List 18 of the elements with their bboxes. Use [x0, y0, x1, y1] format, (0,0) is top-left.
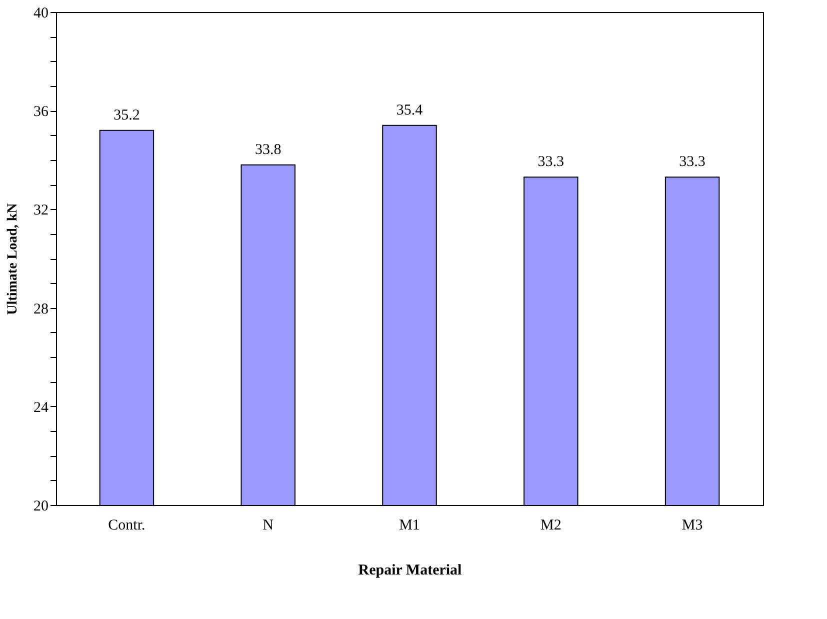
y-tick-label: 20	[34, 498, 48, 514]
y-tick-label: 36	[34, 104, 49, 120]
x-tick-label: N	[262, 518, 274, 534]
data-label: 35.4	[396, 102, 424, 118]
y-tick-label: 24	[34, 400, 49, 416]
y-tick-label: 32	[34, 202, 48, 219]
x-axis-title: Repair Material	[358, 562, 462, 578]
y-tick-label: 28	[34, 301, 48, 318]
x-tick-label: Contr.	[108, 518, 146, 534]
data-label: 33.3	[679, 154, 706, 170]
y-tick-label: 40	[34, 6, 48, 22]
y-axis-title: Ultimate Load, kN	[6, 203, 20, 315]
data-label: 33.3	[538, 154, 564, 170]
x-tick-label: M1	[399, 518, 420, 534]
data-label: 33.8	[254, 142, 282, 158]
x-tick-label: M3	[682, 518, 703, 534]
x-tick-label: M2	[540, 518, 562, 534]
data-label: 35.2	[114, 107, 140, 124]
